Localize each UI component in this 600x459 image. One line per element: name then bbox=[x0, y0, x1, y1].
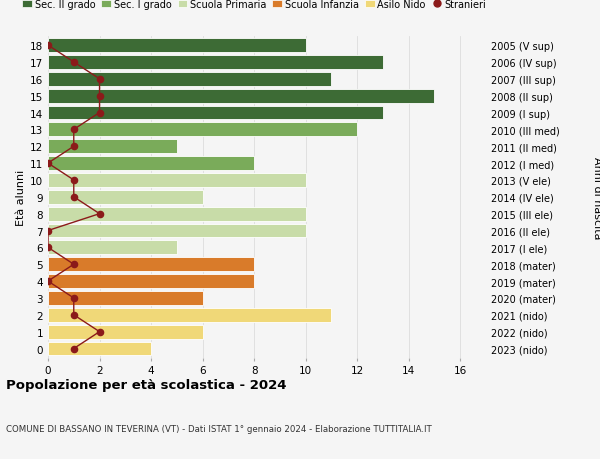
Point bbox=[69, 59, 79, 67]
Bar bbox=[48, 157, 254, 171]
Bar bbox=[48, 39, 305, 53]
Point bbox=[43, 227, 53, 235]
Point bbox=[43, 244, 53, 252]
Point bbox=[69, 177, 79, 184]
Bar bbox=[48, 106, 383, 120]
Text: COMUNE DI BASSANO IN TEVERINA (VT) - Dati ISTAT 1° gennaio 2024 - Elaborazione T: COMUNE DI BASSANO IN TEVERINA (VT) - Dat… bbox=[6, 425, 432, 434]
Point bbox=[95, 211, 104, 218]
Point bbox=[69, 194, 79, 201]
Point bbox=[95, 76, 104, 83]
Point bbox=[43, 160, 53, 168]
Point bbox=[69, 312, 79, 319]
Y-axis label: Età alunni: Età alunni bbox=[16, 169, 26, 225]
Bar bbox=[48, 291, 203, 305]
Point bbox=[69, 295, 79, 302]
Bar bbox=[48, 308, 331, 322]
Bar bbox=[48, 224, 305, 238]
Bar bbox=[48, 174, 305, 187]
Point bbox=[69, 143, 79, 151]
Bar bbox=[48, 56, 383, 70]
Bar bbox=[48, 207, 305, 221]
Bar bbox=[48, 274, 254, 288]
Bar bbox=[48, 258, 254, 272]
Bar bbox=[48, 342, 151, 356]
Point bbox=[69, 345, 79, 353]
Bar bbox=[48, 325, 203, 339]
Point bbox=[95, 93, 104, 100]
Point bbox=[43, 278, 53, 285]
Text: Popolazione per età scolastica - 2024: Popolazione per età scolastica - 2024 bbox=[6, 379, 287, 392]
Bar bbox=[48, 90, 434, 103]
Point bbox=[95, 110, 104, 117]
Text: Anni di nascita: Anni di nascita bbox=[592, 156, 600, 239]
Point bbox=[69, 126, 79, 134]
Bar bbox=[48, 73, 331, 86]
Legend: Sec. II grado, Sec. I grado, Scuola Primaria, Scuola Infanzia, Asilo Nido, Stran: Sec. II grado, Sec. I grado, Scuola Prim… bbox=[22, 0, 486, 10]
Bar bbox=[48, 190, 203, 204]
Bar bbox=[48, 241, 177, 255]
Point bbox=[43, 42, 53, 50]
Point bbox=[69, 261, 79, 269]
Bar bbox=[48, 123, 357, 137]
Bar bbox=[48, 140, 177, 154]
Point bbox=[95, 328, 104, 336]
